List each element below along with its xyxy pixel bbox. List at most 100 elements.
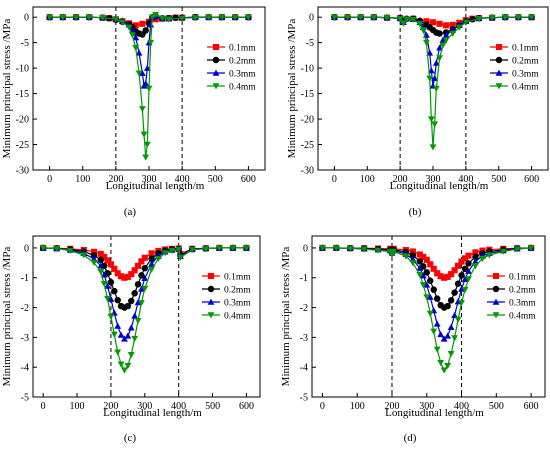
data-point — [229, 245, 237, 252]
data-point — [429, 19, 437, 26]
data-point — [97, 250, 104, 257]
legend-label: 0.1mm — [224, 273, 251, 283]
y-axis-title: Minimum principal stress /MPa — [1, 19, 13, 159]
y-tick-label: -30 — [16, 166, 29, 177]
data-point — [419, 272, 427, 279]
data-point — [134, 299, 142, 306]
legend-marker — [495, 56, 503, 64]
data-point — [439, 42, 447, 49]
data-point — [131, 335, 139, 342]
x-tick-label: 400 — [171, 401, 186, 412]
data-point — [147, 21, 155, 28]
x-tick-label: 0 — [41, 401, 46, 412]
data-point — [419, 27, 427, 34]
x-tick-label: 200 — [393, 174, 408, 185]
data-point — [383, 14, 391, 22]
data-point — [472, 257, 479, 265]
data-point — [107, 278, 115, 286]
legend-label: 0.4mm — [509, 312, 536, 322]
data-point — [319, 245, 326, 252]
legend-marker — [212, 56, 220, 64]
data-point — [447, 351, 455, 358]
x-tick-label: 300 — [142, 174, 157, 185]
data-point — [46, 14, 53, 21]
legend-label: 0.4mm — [224, 312, 251, 322]
data-point — [485, 252, 493, 259]
y-tick-label: 0 — [309, 13, 314, 24]
legend-marker — [207, 285, 215, 293]
data-point — [139, 20, 146, 27]
data-point — [127, 324, 135, 331]
data-point — [426, 75, 434, 82]
y-tick-label: -10 — [301, 64, 314, 75]
data-point — [118, 273, 125, 280]
data-point — [448, 271, 455, 278]
data-point — [100, 280, 108, 288]
data-point — [423, 294, 431, 301]
data-point — [132, 45, 140, 52]
y-tick-label: -20 — [301, 115, 314, 126]
data-point — [101, 253, 108, 260]
data-point — [107, 313, 115, 320]
legend-label: 0.2mm — [224, 286, 251, 296]
y-tick-label: -1 — [300, 273, 308, 284]
x-axis-title: Longitudinal length/m — [385, 407, 484, 419]
data-point — [138, 106, 146, 113]
legend-label: 0.3mm — [512, 70, 539, 80]
data-point — [131, 267, 138, 274]
data-point — [433, 346, 441, 353]
data-point — [148, 14, 156, 21]
panel-caption: (d) — [404, 432, 417, 444]
data-point — [114, 270, 121, 277]
y-tick-label: -15 — [16, 89, 29, 100]
data-point — [442, 31, 450, 38]
x-tick-label: 600 — [524, 174, 539, 185]
chart-panel-c: 0 100 200 300 400 500 600 0 -1 -2 -3 -4 -5 0.1mm 0.2mm… — [1, 235, 261, 444]
data-point — [427, 116, 435, 123]
legend-marker — [212, 83, 220, 90]
data-point — [80, 252, 88, 259]
data-point — [396, 15, 404, 23]
data-point — [192, 14, 199, 22]
x-tick-label: 100 — [350, 401, 365, 412]
data-point — [66, 247, 74, 255]
data-point — [416, 251, 423, 258]
legend-label: 0.1mm — [509, 273, 536, 283]
data-point — [72, 14, 80, 21]
data-point — [430, 286, 437, 293]
data-point — [409, 248, 416, 255]
data-point — [148, 260, 155, 267]
data-point — [455, 24, 463, 31]
data-point — [152, 11, 160, 19]
data-point — [97, 256, 104, 264]
legend-label: 0.2mm — [509, 286, 536, 296]
data-point — [426, 310, 434, 317]
data-point — [436, 44, 443, 51]
data-point — [119, 19, 126, 26]
data-point — [141, 274, 149, 282]
data-point — [431, 74, 439, 82]
x-tick-label: 500 — [491, 174, 506, 185]
y-tick-label: -30 — [301, 166, 314, 177]
data-point — [124, 362, 132, 370]
data-point — [138, 300, 145, 307]
data-point — [440, 335, 448, 342]
data-point — [527, 245, 535, 252]
data-point — [528, 14, 535, 21]
data-point — [465, 276, 472, 283]
data-point — [134, 317, 142, 325]
data-point — [437, 273, 444, 280]
data-point — [458, 258, 465, 265]
y-tick-label: -5 — [300, 393, 308, 404]
data-point — [423, 269, 430, 276]
y-tick-label: -15 — [301, 89, 314, 100]
data-point — [400, 20, 407, 27]
legend-marker — [495, 83, 503, 90]
y-axis-title: Minimum principal stress /MPa — [280, 247, 292, 387]
data-point — [148, 266, 155, 273]
data-point — [141, 285, 149, 292]
series-line — [322, 247, 532, 372]
data-point — [423, 18, 430, 25]
data-point — [142, 154, 150, 161]
